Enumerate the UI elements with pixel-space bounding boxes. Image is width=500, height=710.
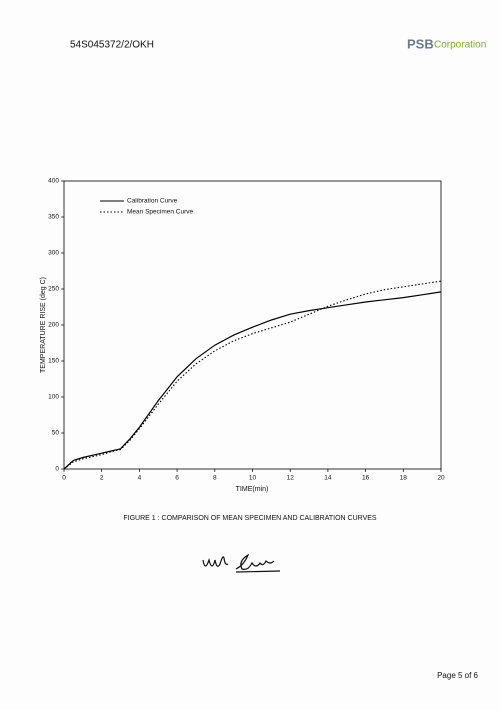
x-tick-label: 6 <box>175 475 179 482</box>
legend-label: Calibration Curve <box>127 198 178 205</box>
y-tick-label: 300 <box>48 250 59 257</box>
x-tick-label: 2 <box>100 475 104 482</box>
chart: 0 50 100 150 200 250 300 350 400 0 2 4 6 8 10 12 14 16 18 2… <box>48 178 445 482</box>
y-tick-label: 400 <box>48 178 59 185</box>
x-tick-label: 20 <box>437 475 445 482</box>
y-tick-label: 50 <box>52 430 60 437</box>
x-tick-label: 8 <box>213 475 217 482</box>
y-tick-label: 100 <box>48 394 59 401</box>
x-tick-label: 10 <box>249 475 257 482</box>
x-tick-label: 4 <box>138 475 142 482</box>
x-tick-label: 16 <box>362 475 370 482</box>
x-tick-label: 12 <box>287 475 295 482</box>
logo-primary: PSB <box>407 36 434 51</box>
y-axis-title: TEMPERATURE RISE (deg C) <box>40 277 47 373</box>
x-tick-label: 14 <box>324 475 332 482</box>
y-tick-label: 350 <box>48 214 59 221</box>
page-number: Page 5 of 6 <box>437 671 478 680</box>
reference: 54S045372/2/OKH <box>70 40 154 51</box>
y-tick-label: 200 <box>48 322 59 329</box>
y-tick-label: 250 <box>48 286 59 293</box>
x-tick-label: 18 <box>400 475 408 482</box>
y-tick-label: 150 <box>48 358 59 365</box>
legend-label: Mean Specimen Curve <box>127 209 193 216</box>
x-tick-label: 0 <box>62 475 66 482</box>
caption: FIGURE 1 : COMPARISON OF MEAN SPECIMEN A… <box>123 515 377 522</box>
series-line <box>63 280 442 470</box>
series-line <box>63 291 442 470</box>
y-tick-label: 0 <box>55 466 59 473</box>
logo-secondary: Corporation <box>434 40 486 51</box>
x-axis-title: TIME(min) <box>236 486 269 493</box>
signature <box>202 553 281 573</box>
